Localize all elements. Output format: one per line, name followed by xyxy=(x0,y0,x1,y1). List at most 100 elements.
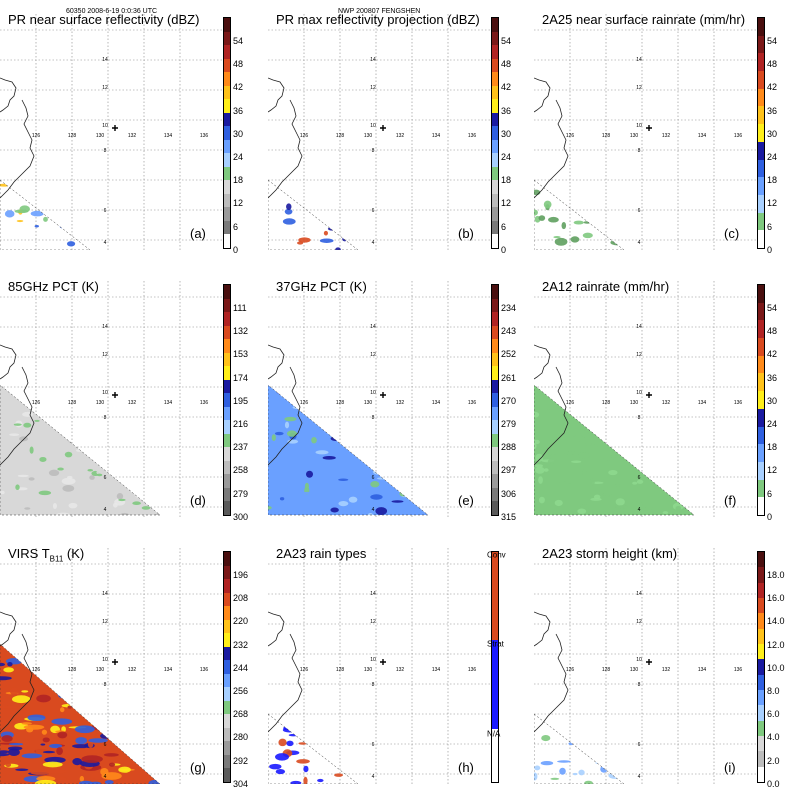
rain-cell xyxy=(110,720,118,728)
map-plot: 126 128 130 132 134 136 14 12 10 8 6 4 xyxy=(0,548,222,784)
colorbar-segment xyxy=(224,474,230,488)
rain-cell xyxy=(132,501,141,506)
rain-cell xyxy=(36,694,51,703)
rain-cell xyxy=(29,446,34,454)
rain-cell xyxy=(595,745,608,750)
rain-cell xyxy=(88,484,96,489)
colorbar-segment xyxy=(492,180,498,194)
rain-cell xyxy=(394,732,399,735)
latitude-label: 14 xyxy=(102,324,108,330)
panel-letter: (e) xyxy=(458,493,474,508)
colorbar-segment xyxy=(224,487,230,502)
colorbar-tick-label: 111 xyxy=(233,303,247,313)
latitude-label: 8 xyxy=(638,148,641,154)
colorbar-tick-label: 4.0 xyxy=(767,732,780,743)
longitude-label: 130 xyxy=(364,400,373,406)
rain-cell xyxy=(116,493,124,500)
rain-cell xyxy=(678,437,686,442)
colorbar-segment xyxy=(492,153,498,167)
rain-cell xyxy=(141,506,151,510)
rain-cell xyxy=(282,727,296,733)
rain-cell xyxy=(98,682,121,688)
rain-cell xyxy=(322,456,336,460)
rain-cell xyxy=(14,209,29,214)
rain-cell xyxy=(600,410,613,414)
rain-cell xyxy=(275,768,286,775)
rain-cell xyxy=(577,508,587,514)
latitude-label: 4 xyxy=(104,774,107,780)
rain-cell xyxy=(303,776,308,784)
rain-cell xyxy=(73,173,83,176)
rain-cell xyxy=(383,186,389,192)
rain-cell xyxy=(367,703,381,706)
colorbar-segment xyxy=(224,552,230,566)
rain-cell xyxy=(321,388,328,397)
rain-cell xyxy=(144,172,152,175)
rain-cell xyxy=(416,458,428,464)
rain-cell xyxy=(44,756,66,764)
rain-cell xyxy=(593,494,601,500)
rain-cell xyxy=(641,210,654,213)
longitude-label: 128 xyxy=(602,667,611,673)
rain-cell xyxy=(537,157,541,160)
rain-cell xyxy=(578,769,585,776)
colorbar-segment xyxy=(224,325,230,340)
rain-cell xyxy=(127,706,137,715)
rain-cell xyxy=(59,707,65,713)
rain-cell xyxy=(603,457,616,461)
rain-cell xyxy=(679,188,689,192)
rain-cell xyxy=(81,423,90,427)
rain-cell xyxy=(632,481,638,485)
longitude-label: 128 xyxy=(68,400,77,406)
rain-cell xyxy=(62,658,79,665)
colorbar-tick-label: 24 xyxy=(501,152,512,162)
latitude-label: 12 xyxy=(102,619,108,625)
rain-cell xyxy=(554,237,568,246)
colorbar-segment xyxy=(224,700,230,715)
rain-cell xyxy=(673,212,680,219)
rain-cell xyxy=(367,707,371,713)
longitude-label: 134 xyxy=(698,400,707,406)
rain-cell xyxy=(615,498,625,506)
rain-type-label: Strat xyxy=(487,639,504,649)
map-panel: 126 128 130 132 134 136 14 12 10 8 6 4 2A25 near sur… xyxy=(534,0,800,266)
rain-cell xyxy=(45,142,55,145)
rain-cell xyxy=(292,405,302,410)
colorbar-segment xyxy=(758,659,764,675)
rain-cell xyxy=(687,664,692,669)
colorbar-segment xyxy=(492,658,498,676)
rain-cell xyxy=(583,221,591,224)
rain-cell xyxy=(630,713,638,717)
longitude-label: 128 xyxy=(602,400,611,406)
rain-cell xyxy=(66,241,76,247)
colorbar-segment xyxy=(224,180,230,194)
panel-title: 85GHz PCT (K) xyxy=(8,279,99,294)
rain-cell xyxy=(147,665,160,671)
rain-cell xyxy=(68,502,78,509)
rain-cell xyxy=(148,675,157,683)
rain-cell xyxy=(30,195,44,201)
longitude-label: 132 xyxy=(128,400,137,406)
rain-cell xyxy=(335,701,347,707)
colorbar-segment xyxy=(224,579,230,593)
latitude-label: 14 xyxy=(636,324,642,330)
rain-cell xyxy=(553,235,561,239)
rain-cell xyxy=(561,657,566,659)
colorbar-tick-label: 18 xyxy=(501,175,512,186)
rain-cell xyxy=(88,738,108,743)
colorbar-tick-label: 6.0 xyxy=(767,709,780,720)
rain-cell xyxy=(144,399,150,405)
typhoon-center-icon xyxy=(112,125,118,131)
rain-cell xyxy=(311,127,318,134)
rain-cell xyxy=(358,396,371,399)
rain-cell xyxy=(131,171,138,174)
latitude-label: 14 xyxy=(370,57,376,63)
rain-cell xyxy=(112,724,123,732)
rain-cell xyxy=(23,422,32,428)
colorbar-segment xyxy=(758,751,764,767)
rain-cell xyxy=(330,507,339,513)
rain-swath xyxy=(279,127,389,250)
latitude-label: 10 xyxy=(370,123,376,129)
colorbar-segment xyxy=(224,193,230,208)
colorbar-segment xyxy=(758,391,764,409)
